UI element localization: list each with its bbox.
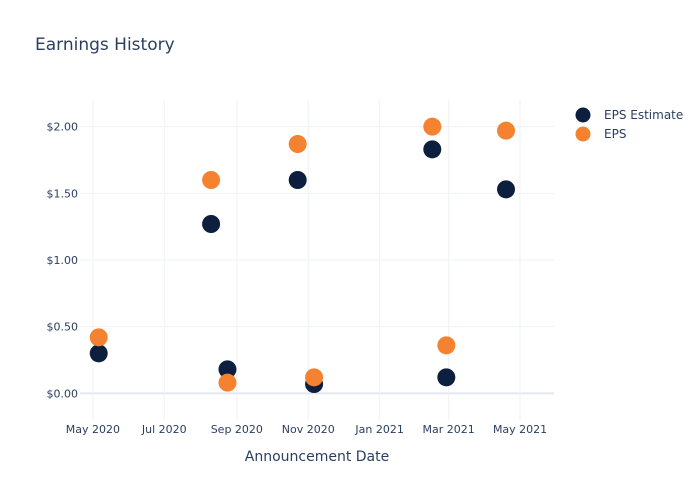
eps-estimate-point[interactable] <box>288 171 307 189</box>
y-tick-label: $0.00 <box>47 387 79 400</box>
x-tick-label: Jul 2020 <box>141 423 187 436</box>
x-axis-ticks: May 2020 Jul 2020 Sep 2020 Nov 2020 Jan 2021… <box>66 423 547 436</box>
eps-point[interactable] <box>288 135 307 153</box>
y-axis-ticks: $0.00 $0.50 $1.00 $1.50 $2.00 <box>47 121 79 401</box>
data-points <box>89 117 516 393</box>
x-tick-label: Jan 2021 <box>354 423 403 436</box>
x-tick-label: May 2020 <box>66 423 120 436</box>
legend: EPS Estimate EPS <box>575 107 683 142</box>
eps-point[interactable] <box>497 121 516 140</box>
eps-legend-label[interactable]: EPS <box>604 127 626 141</box>
eps-estimate-legend-label[interactable]: EPS Estimate <box>604 108 683 122</box>
x-tick-label: Sep 2020 <box>211 423 263 436</box>
x-tick-label: Nov 2020 <box>282 423 335 436</box>
y-tick-label: $1.00 <box>47 254 79 267</box>
eps-estimate-point[interactable] <box>218 360 237 379</box>
eps-estimate-point[interactable] <box>423 140 442 159</box>
eps-point[interactable] <box>423 117 442 136</box>
y-tick-label: $2.00 <box>47 121 79 134</box>
eps-estimate-point[interactable] <box>437 368 456 387</box>
x-axis-title: Announcement Date <box>245 449 389 465</box>
eps-point[interactable] <box>305 368 324 387</box>
eps-legend-marker[interactable] <box>575 126 591 142</box>
eps-estimate-point[interactable] <box>497 180 516 199</box>
y-tick-label: $1.50 <box>47 187 79 200</box>
chart-title: Earnings History <box>35 35 175 55</box>
eps-point[interactable] <box>89 328 108 347</box>
x-tick-label: Mar 2021 <box>423 423 475 436</box>
gridlines <box>80 100 554 420</box>
eps-estimate-point[interactable] <box>89 344 108 363</box>
eps-estimate-point[interactable] <box>202 215 221 233</box>
eps-estimate-legend-marker[interactable] <box>575 107 591 123</box>
eps-point[interactable] <box>202 171 221 189</box>
y-tick-label: $0.50 <box>47 321 79 334</box>
eps-point[interactable] <box>437 336 456 355</box>
eps-point[interactable] <box>218 373 237 392</box>
x-tick-label: May 2021 <box>493 423 547 436</box>
